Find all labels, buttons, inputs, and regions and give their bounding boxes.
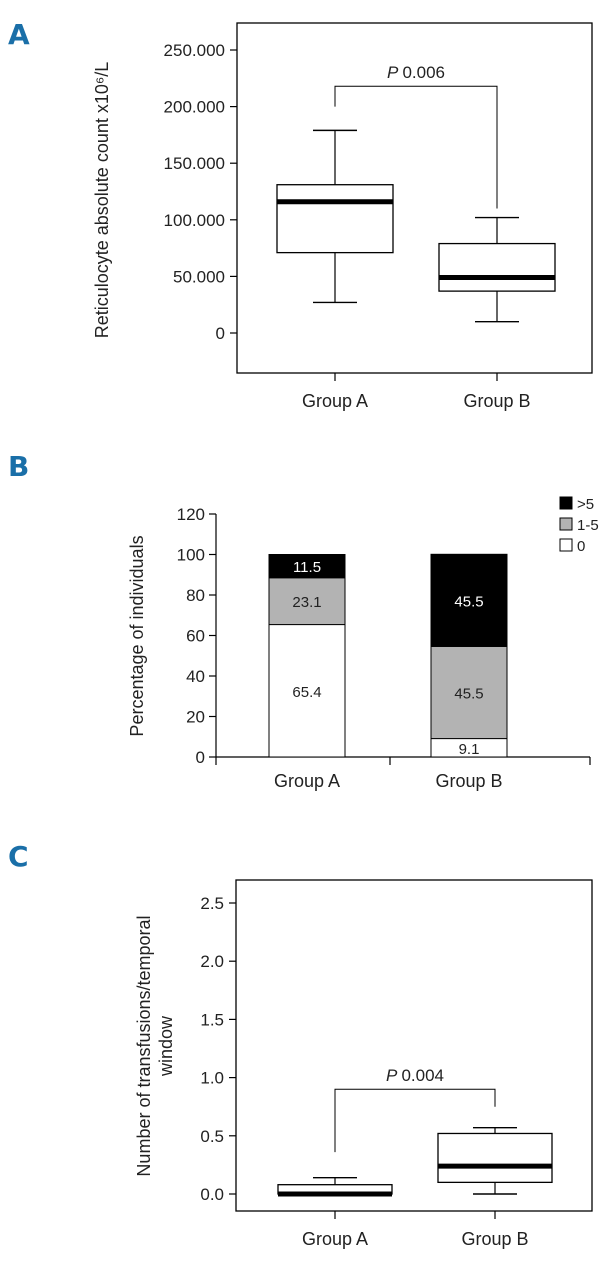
y-tick-label: 250.000 [164,41,225,60]
y-tick-label: 0 [196,748,205,767]
p-value-label: P 0.004 [386,1066,444,1085]
stacked-bar-group-b: 9.1 45.5 45.5 [430,553,508,758]
legend-label: 1-5 [577,517,599,534]
significance-bracket: P 0.006 [334,63,498,209]
x-tick-label: Group B [463,391,530,411]
x-tick-label: Group A [274,771,340,791]
segment-label: 45.5 [454,593,483,610]
significance-bracket: P 0.004 [334,1066,496,1153]
plot-frame [235,879,593,1212]
y-tick-label: 0.5 [200,1127,224,1146]
p-symbol: P [386,1066,401,1085]
box-group-a [276,129,394,304]
x-tick-label: Group A [302,1229,368,1249]
y-tick-label: 0.0 [200,1185,224,1204]
box-group-b [437,1126,553,1195]
y-axis-label: Reticulocyte absolute count x10⁶/L [92,62,112,339]
y-tick-label: 1.5 [200,1010,224,1029]
box-group-a [277,1177,393,1197]
p-value: 0.004 [401,1066,444,1085]
legend-label: >5 [577,496,594,513]
y-axis-label: Number of transfusions/temporal [134,915,154,1176]
segment-label: 65.4 [292,684,321,701]
p-value: 0.006 [402,63,445,82]
x-tick-label: Group B [461,1229,528,1249]
legend-swatch [559,538,573,552]
y-tick-label: 2.5 [200,894,224,913]
stacked-bar-group-a: 65.4 23.1 11.5 [268,554,346,758]
segment-label: 23.1 [292,594,321,611]
y-tick-label: 1.0 [200,1069,224,1088]
y-tick-label: 2.0 [200,952,224,971]
y-axis-label: window [156,1015,176,1077]
panel-letter-b: B [8,450,29,483]
bracket-line [334,1088,496,1153]
y-tick-label: 120 [177,505,205,524]
y-tick-label: 40 [186,667,205,686]
p-value-label: P 0.006 [387,63,445,82]
legend: >5 1-5 0 [559,496,599,555]
plot-frame [236,22,593,374]
legend-swatch [559,496,573,510]
y-tick-label: 20 [186,708,205,727]
panel-letter-a: A [8,18,30,51]
bar-segment-0 [268,624,346,758]
y-tick-label: 100.000 [164,211,225,230]
segment-label: 11.5 [293,559,321,576]
segment-label: 45.5 [454,686,483,703]
panel-letter-c: C [8,840,29,873]
y-axis-label: Percentage of individuals [127,535,147,736]
bracket-line [334,85,498,209]
y-tick-label: 100 [177,546,205,565]
box-group-b [438,216,556,323]
segment-label: 9.1 [459,741,480,758]
y-tick-label: 50.000 [173,267,225,286]
p-symbol: P [387,63,402,82]
panel-a-boxplot: 0 50.000 100.000 150.000 200.000 250.000 Retic… [92,22,593,411]
legend-label: 0 [577,538,585,555]
panel-c-boxplot: 0.0 0.5 1.0 1.5 2.0 2.5 Number of transfusions… [134,879,593,1249]
y-tick-label: 150.000 [164,154,225,173]
legend-swatch [559,517,573,531]
bar-segment-gt5 [268,554,346,579]
panel-b-stacked-bar: 0 20 40 60 80 100 120 Percentage of individuals… [127,496,599,791]
iqr-box [438,242,556,292]
y-tick-label: 80 [186,586,205,605]
bar-segment-gt5 [430,553,508,647]
iqr-box [276,184,394,254]
y-tick-label: 200.000 [164,98,225,117]
bar-segment-1-5 [268,577,346,626]
y-tick-label: 0 [216,324,225,343]
x-tick-label: Group A [302,391,368,411]
x-tick-label: Group B [435,771,502,791]
y-tick-label: 60 [186,627,205,646]
iqr-box [437,1132,553,1184]
bar-segment-1-5 [430,645,508,740]
